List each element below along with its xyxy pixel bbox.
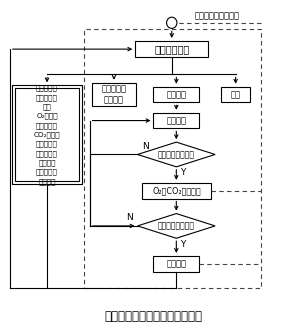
Text: 初期値設定: 初期値設定 (36, 85, 58, 91)
Text: N: N (126, 213, 133, 222)
Polygon shape (138, 213, 215, 238)
Text: 下限濃度: 下限濃度 (36, 122, 58, 129)
Bar (221, 87, 250, 103)
Polygon shape (138, 142, 215, 167)
Text: N: N (142, 142, 149, 151)
Text: ガス置換時刻か？: ガス置換時刻か？ (158, 221, 195, 230)
Text: Y: Y (180, 240, 185, 249)
Text: ガス導入: ガス導入 (166, 116, 186, 125)
Text: 置換法: 置換法 (38, 159, 56, 166)
Text: 初期値ファ
イル入力: 初期値ファ イル入力 (101, 85, 126, 104)
Text: 下限濃度: 下限濃度 (36, 141, 58, 147)
Bar (154, 87, 199, 103)
Text: メニュー選択: メニュー選択 (154, 44, 189, 54)
Text: Y: Y (180, 168, 185, 177)
Bar (154, 113, 199, 128)
Text: 終了: 終了 (231, 90, 241, 99)
Text: CO₂上限～: CO₂上限～ (34, 131, 60, 138)
Text: ガス測定時刻か？: ガス測定時刻か？ (158, 150, 195, 159)
Text: O₂上限～: O₂上限～ (36, 113, 58, 119)
Bar (135, 41, 208, 57)
Text: 図２　制御プログラムの流れ図: 図２ 制御プログラムの流れ図 (104, 310, 203, 323)
Bar (154, 256, 199, 272)
Text: ガス置換時: ガス置換時 (36, 169, 58, 175)
Bar (12, 85, 82, 184)
Text: 割り込み入力による: 割り込み入力による (195, 12, 240, 21)
Text: O₂・CO₂濃度測定: O₂・CO₂濃度測定 (152, 186, 201, 195)
Text: 間間隔: 間間隔 (38, 178, 56, 185)
Bar (92, 83, 136, 107)
Circle shape (167, 17, 177, 28)
Text: ガス導入・: ガス導入・ (36, 150, 58, 157)
Text: 貯蔵区番号: 貯蔵区番号 (36, 94, 58, 101)
Text: 貯蔵開始: 貯蔵開始 (166, 90, 186, 99)
Bar (142, 183, 211, 199)
Bar (84, 29, 262, 288)
Text: 容積: 容積 (43, 103, 51, 110)
Bar (15, 88, 79, 181)
Text: ガス置換: ガス置換 (166, 259, 186, 268)
